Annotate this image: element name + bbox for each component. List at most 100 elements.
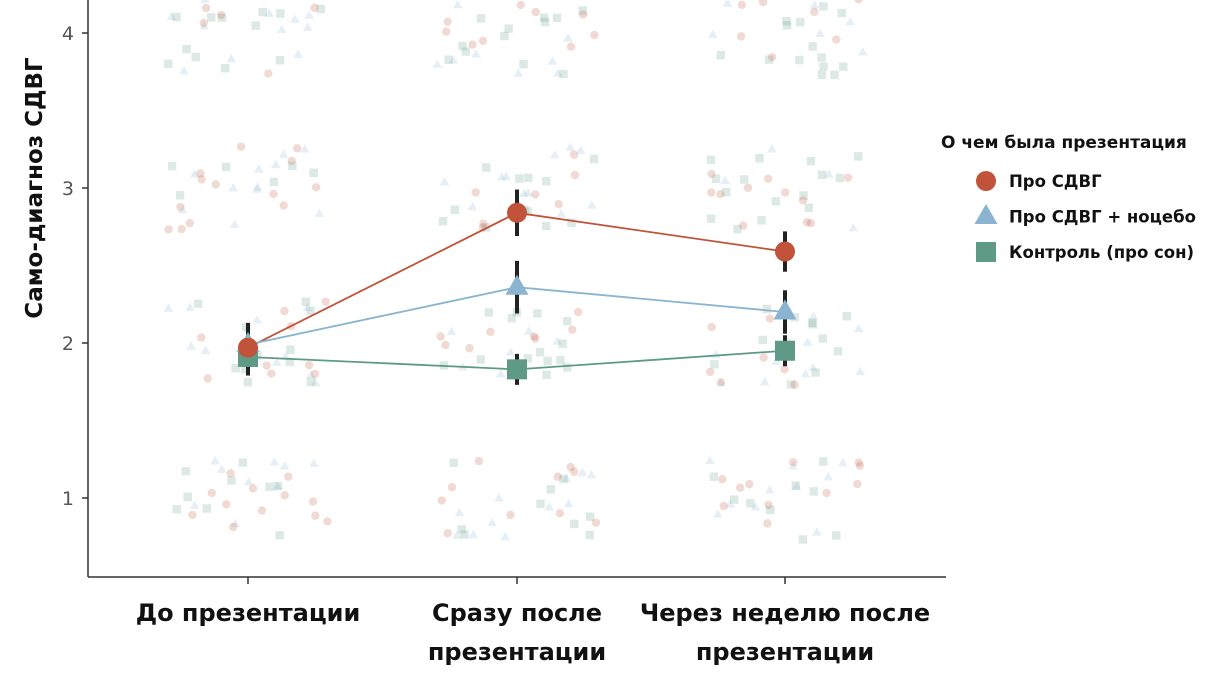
raw-point	[164, 59, 173, 69]
raw-point	[301, 297, 311, 306]
y-tick-label: 2	[62, 333, 74, 355]
raw-point	[438, 217, 448, 226]
raw-point	[231, 364, 240, 373]
raw-point	[479, 219, 488, 228]
raw-point	[304, 360, 314, 370]
raw-point	[759, 377, 770, 386]
raw-point	[264, 69, 273, 78]
raw-point	[566, 462, 575, 472]
raw-point	[243, 377, 252, 387]
raw-point	[199, 18, 208, 28]
raw-point	[482, 163, 491, 172]
raw-point	[806, 156, 816, 166]
raw-point	[304, 10, 315, 19]
raw-point	[279, 461, 290, 470]
raw-point	[468, 40, 477, 49]
raw-point	[807, 318, 817, 327]
raw-point	[786, 380, 796, 389]
raw-point	[279, 201, 288, 210]
raw-point	[460, 530, 469, 539]
raw-point	[185, 302, 195, 311]
raw-point	[559, 474, 568, 484]
raw-point	[467, 201, 478, 211]
raw-point	[251, 21, 260, 30]
raw-point	[795, 55, 804, 65]
raw-point	[277, 24, 287, 34]
raw-point	[468, 529, 479, 539]
raw-point	[199, 20, 209, 30]
raw-point	[766, 505, 775, 515]
raw-point	[523, 207, 532, 216]
raw-point	[267, 369, 276, 378]
raw-point	[819, 457, 828, 466]
legend-label: Про СДВГ + ноцебо	[1009, 208, 1196, 227]
raw-point	[802, 218, 812, 227]
raw-point	[755, 154, 764, 163]
raw-point	[543, 356, 552, 366]
raw-point	[471, 49, 481, 58]
x-tick-label: Сразу после	[432, 599, 602, 627]
data-point	[507, 202, 527, 223]
raw-point	[201, 3, 211, 13]
raw-point	[476, 355, 486, 364]
raw-point	[461, 47, 471, 56]
data-point	[238, 337, 258, 358]
raw-point	[471, 188, 480, 197]
raw-point	[822, 488, 831, 498]
raw-point	[299, 144, 310, 153]
raw-point	[798, 535, 808, 544]
raw-point	[306, 306, 315, 315]
raw-point	[759, 353, 768, 362]
raw-point	[443, 529, 452, 538]
raw-point	[573, 307, 583, 317]
raw-point	[555, 509, 565, 518]
raw-point	[177, 204, 188, 214]
raw-point	[500, 531, 511, 541]
raw-point	[172, 505, 181, 514]
raw-point	[515, 174, 524, 183]
raw-point	[439, 177, 450, 186]
raw-point	[808, 42, 817, 51]
raw-point	[533, 309, 542, 318]
raw-point	[819, 2, 828, 11]
raw-point	[771, 197, 780, 206]
raw-point	[258, 7, 267, 17]
raw-point	[441, 340, 450, 350]
legend-marker	[974, 204, 998, 224]
raw-point	[706, 155, 716, 165]
raw-point	[808, 311, 819, 320]
raw-point	[812, 527, 822, 536]
raw-point	[500, 31, 509, 41]
raw-point	[269, 189, 278, 199]
raw-point	[808, 320, 818, 329]
raw-point	[705, 455, 715, 465]
raw-point	[835, 173, 845, 183]
raw-point	[541, 221, 551, 231]
raw-point	[264, 8, 275, 17]
raw-point	[765, 314, 775, 323]
raw-point	[270, 159, 281, 169]
raw-point	[531, 7, 540, 17]
raw-point	[707, 188, 716, 197]
raw-point	[809, 0, 820, 9]
raw-point	[591, 518, 601, 527]
raw-point	[452, 530, 462, 539]
raw-point	[182, 44, 191, 54]
raw-point	[286, 345, 295, 354]
raw-point	[448, 55, 459, 64]
raw-point	[311, 183, 321, 192]
raw-point	[837, 457, 848, 467]
y-tick-label: 1	[62, 488, 74, 510]
raw-point	[257, 506, 267, 515]
raw-point	[200, 345, 211, 355]
legend-label: Контроль (про сон)	[1009, 243, 1194, 262]
raw-point	[188, 510, 197, 520]
raw-point	[808, 362, 819, 372]
raw-point	[437, 496, 446, 505]
raw-point	[764, 500, 773, 510]
raw-point	[457, 525, 466, 534]
raw-point	[279, 149, 289, 158]
raw-point	[226, 53, 237, 63]
raw-point	[708, 29, 718, 39]
